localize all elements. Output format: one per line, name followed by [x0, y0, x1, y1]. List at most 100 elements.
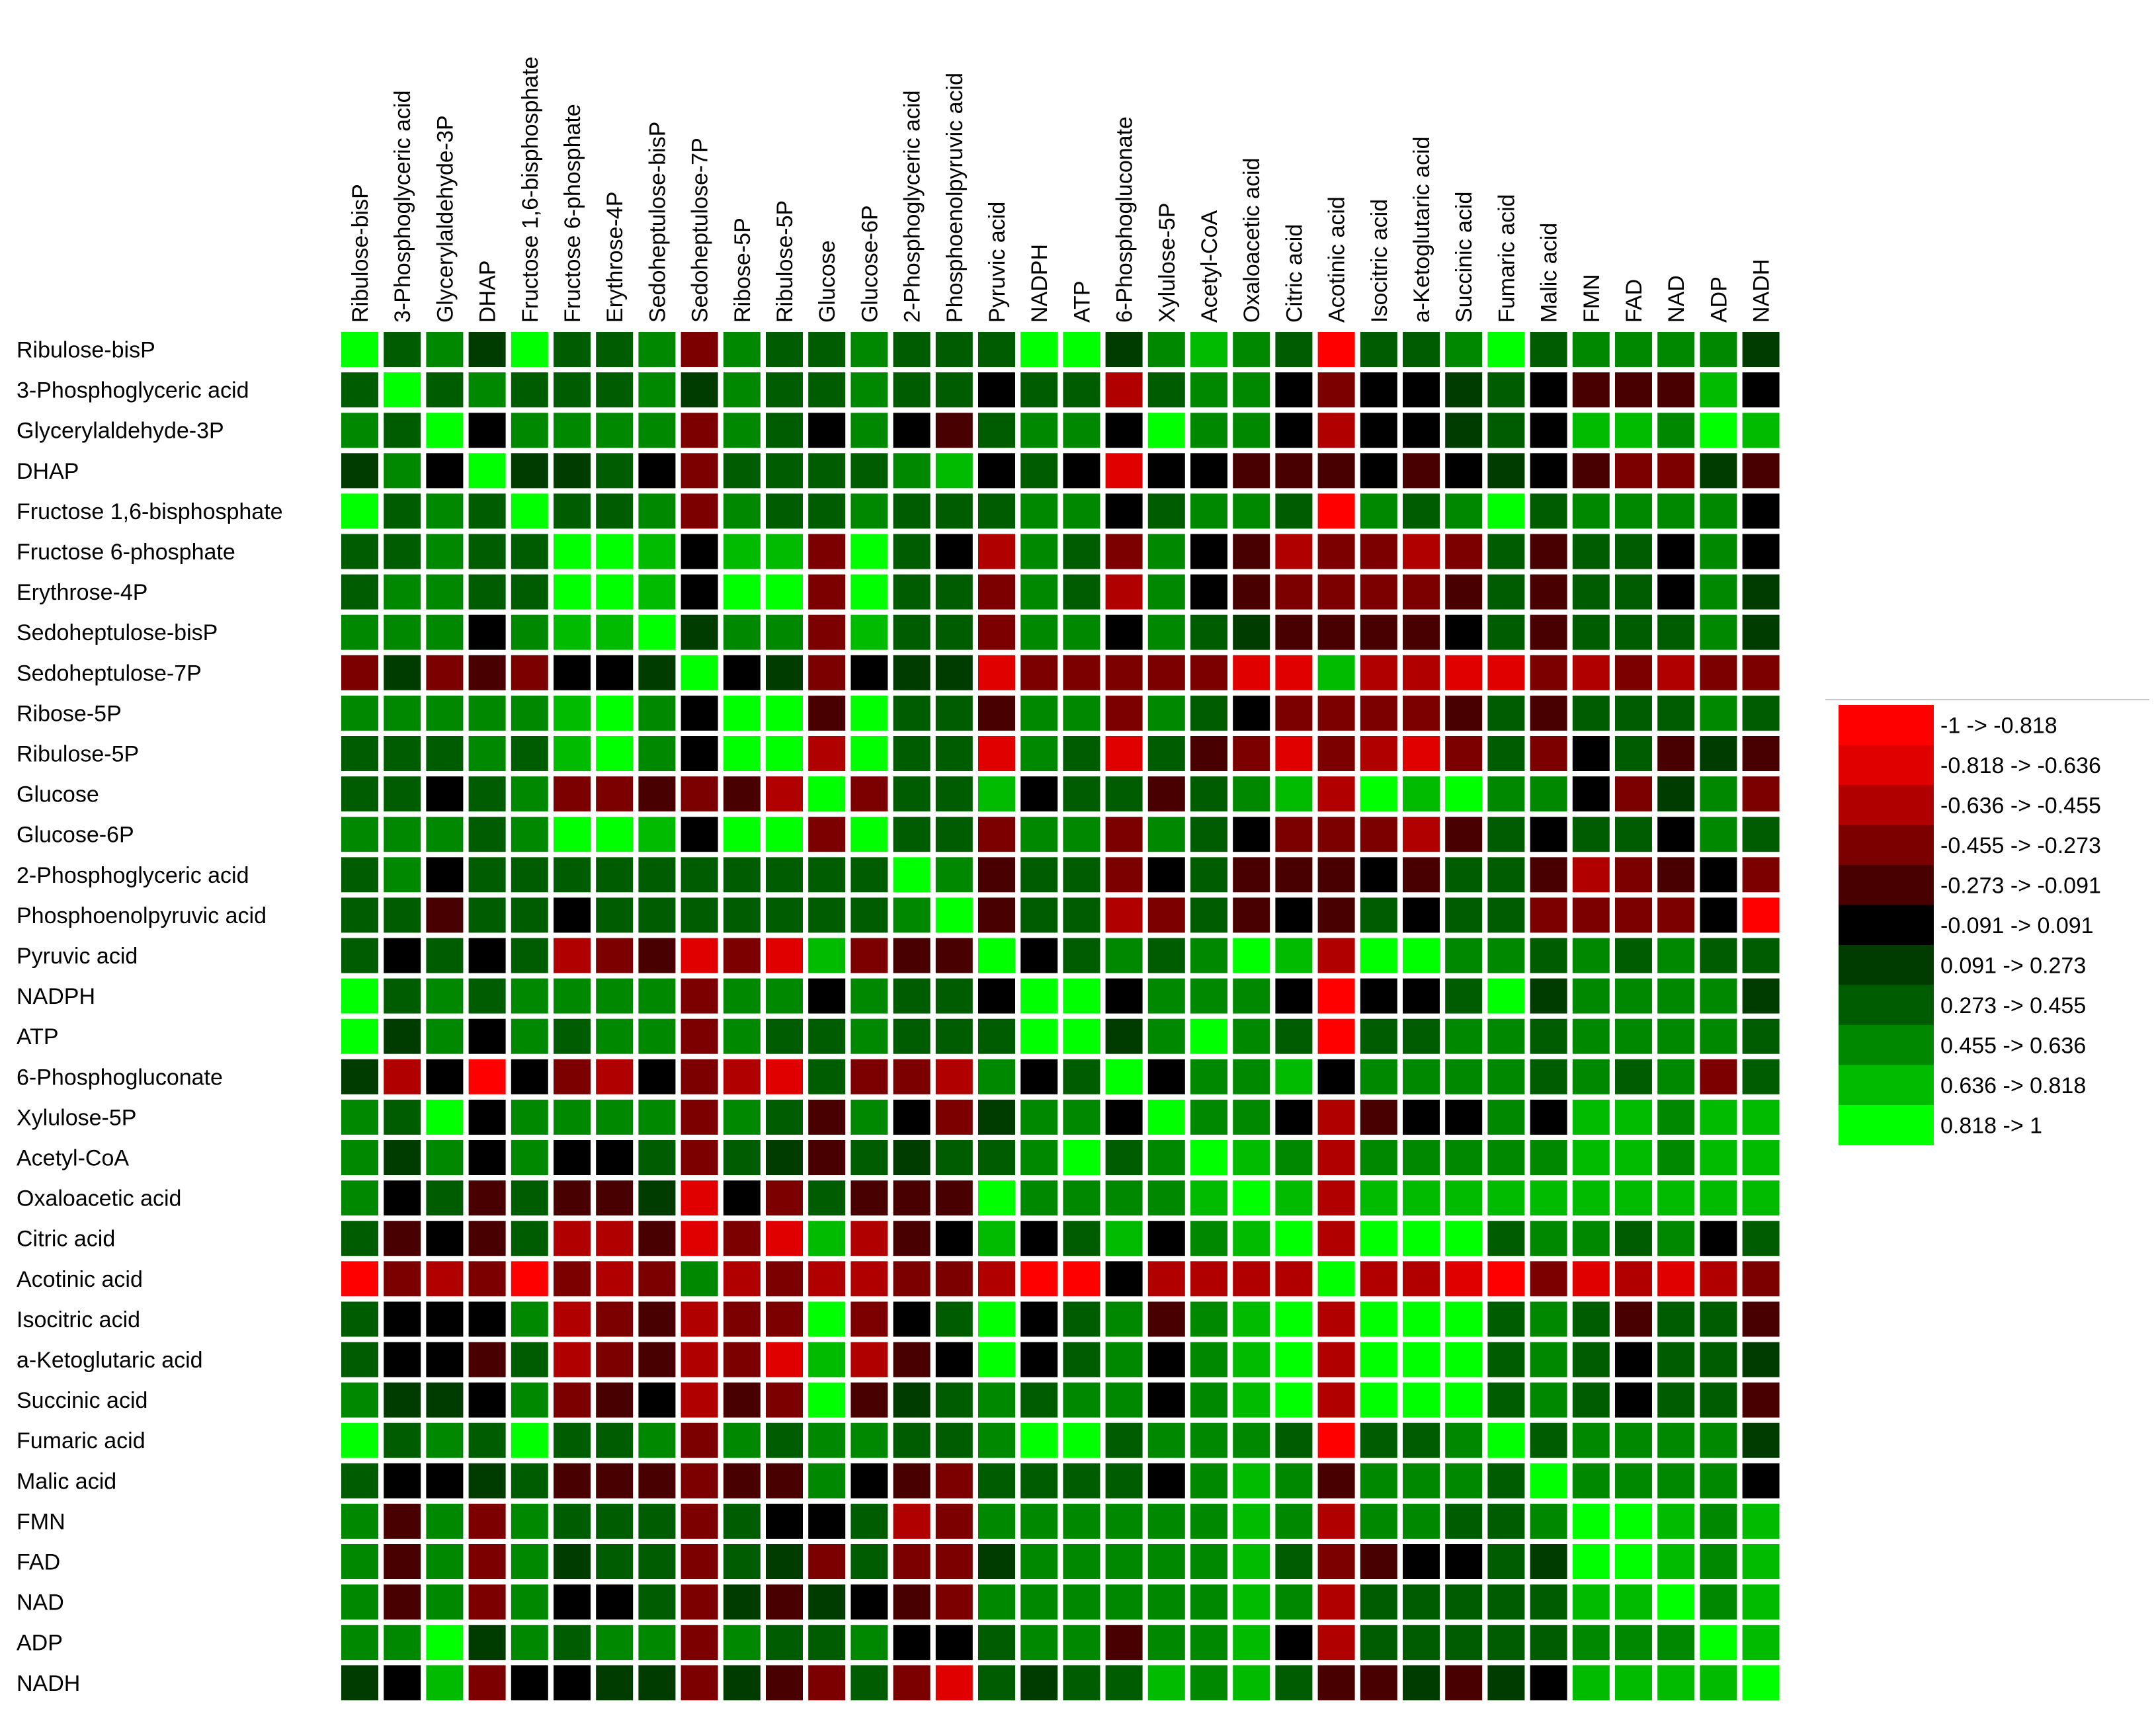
heatmap-cell [511, 372, 548, 408]
heatmap-cell [1487, 534, 1525, 569]
heatmap-cell [1445, 413, 1483, 448]
heatmap-cell [723, 1099, 761, 1135]
heatmap-cell [1530, 736, 1567, 771]
heatmap-cell [766, 978, 803, 1014]
heatmap-cell [1615, 332, 1652, 367]
heatmap-cell [681, 493, 718, 529]
heatmap-cell [1063, 1099, 1100, 1135]
heatmap-cell [1360, 534, 1397, 569]
heatmap-cell [468, 978, 506, 1014]
heatmap-cell [1190, 332, 1227, 367]
heatmap-cell [468, 1463, 506, 1498]
heatmap-cell [1275, 938, 1313, 973]
heatmap-cell [468, 736, 506, 771]
heatmap-cell [1700, 938, 1737, 973]
heatmap-cell [384, 1099, 421, 1135]
heatmap-cell [1530, 1625, 1567, 1660]
heatmap-cell [1657, 1261, 1695, 1297]
heatmap-cell [1572, 1301, 1610, 1337]
heatmap-cell [511, 614, 548, 650]
heatmap-cell [341, 1382, 378, 1418]
heatmap-cell [1572, 1180, 1610, 1216]
heatmap-cell [1487, 1503, 1525, 1539]
heatmap-cell [341, 736, 378, 771]
heatmap-cell [1360, 332, 1397, 367]
heatmap-cell [638, 332, 676, 367]
heatmap-cell [766, 493, 803, 529]
heatmap-cell [1615, 1301, 1652, 1337]
heatmap-cell [511, 1625, 548, 1660]
heatmap-cell [766, 1503, 803, 1539]
heatmap-cell [808, 574, 846, 610]
heatmap-cell [638, 372, 676, 408]
heatmap-cell [935, 1221, 973, 1256]
heatmap-cell [341, 1059, 378, 1094]
heatmap-cell [1360, 413, 1397, 448]
legend-label: -0.091 -> 0.091 [1940, 913, 2094, 938]
heatmap-cell [1487, 413, 1525, 448]
heatmap-cell [638, 1099, 676, 1135]
row-label: ADP [17, 1631, 63, 1656]
heatmap-cell [681, 1180, 718, 1216]
heatmap-cell [1572, 817, 1610, 852]
heatmap-cell [723, 1261, 761, 1297]
heatmap-cell [554, 655, 591, 690]
heatmap-cell [850, 776, 888, 812]
heatmap-cell [511, 1382, 548, 1418]
row-label: Glucose [17, 782, 99, 807]
heatmap-cell [1105, 817, 1143, 852]
heatmap-cell [1063, 413, 1100, 448]
heatmap-cell [1487, 1221, 1525, 1256]
heatmap-cell [1063, 1463, 1100, 1498]
heatmap-cell [978, 897, 1015, 933]
heatmap-cell [554, 1382, 591, 1418]
legend-swatch [1839, 825, 1934, 866]
row-label: Ribulose-bisP [17, 338, 155, 363]
heatmap-cell [723, 695, 761, 731]
heatmap-cell [1487, 332, 1525, 367]
heatmap-cell [1190, 736, 1227, 771]
heatmap-cell [808, 1544, 846, 1579]
heatmap-cell [1105, 574, 1143, 610]
heatmap-cell [638, 1544, 676, 1579]
heatmap-cell [1360, 1503, 1397, 1539]
legend-swatch [1839, 945, 1934, 985]
heatmap-cell [1403, 1342, 1440, 1377]
row-label: ATP [17, 1024, 59, 1049]
heatmap-cell [1615, 1463, 1652, 1498]
heatmap-cell [1700, 1463, 1737, 1498]
heatmap-cell [935, 1018, 973, 1054]
heatmap-cell [1147, 1301, 1185, 1337]
heatmap-cell [1147, 1261, 1185, 1297]
heatmap-cell [1700, 1140, 1737, 1175]
heatmap-cell [723, 938, 761, 973]
heatmap-cell [766, 1463, 803, 1498]
heatmap-cell [893, 1422, 931, 1458]
heatmap-cell [766, 938, 803, 973]
heatmap-cell [1020, 897, 1058, 933]
heatmap-cell [1572, 453, 1610, 489]
heatmap-cell [766, 1059, 803, 1094]
heatmap-cell [596, 1261, 634, 1297]
heatmap-cell [468, 534, 506, 569]
heatmap-cell [1657, 1422, 1695, 1458]
legend-swatch [1839, 1065, 1934, 1106]
heatmap-cell [935, 1301, 973, 1337]
heatmap-cell [1020, 1059, 1058, 1094]
heatmap-cell [893, 978, 931, 1014]
heatmap-cell [1147, 453, 1185, 489]
heatmap-cell [1360, 1140, 1397, 1175]
heatmap-cell [1615, 776, 1652, 812]
heatmap-cell [1360, 1018, 1397, 1054]
heatmap-cell [596, 817, 634, 852]
heatmap-cell [1657, 453, 1695, 489]
heatmap-cell [1530, 857, 1567, 893]
heatmap-cell [1105, 1301, 1143, 1337]
heatmap-cell [1317, 817, 1355, 852]
heatmap-cell [384, 695, 421, 731]
heatmap-cell [511, 413, 548, 448]
heatmap-cell [1530, 1261, 1567, 1297]
heatmap-cell [1105, 614, 1143, 650]
heatmap-cell [723, 1018, 761, 1054]
